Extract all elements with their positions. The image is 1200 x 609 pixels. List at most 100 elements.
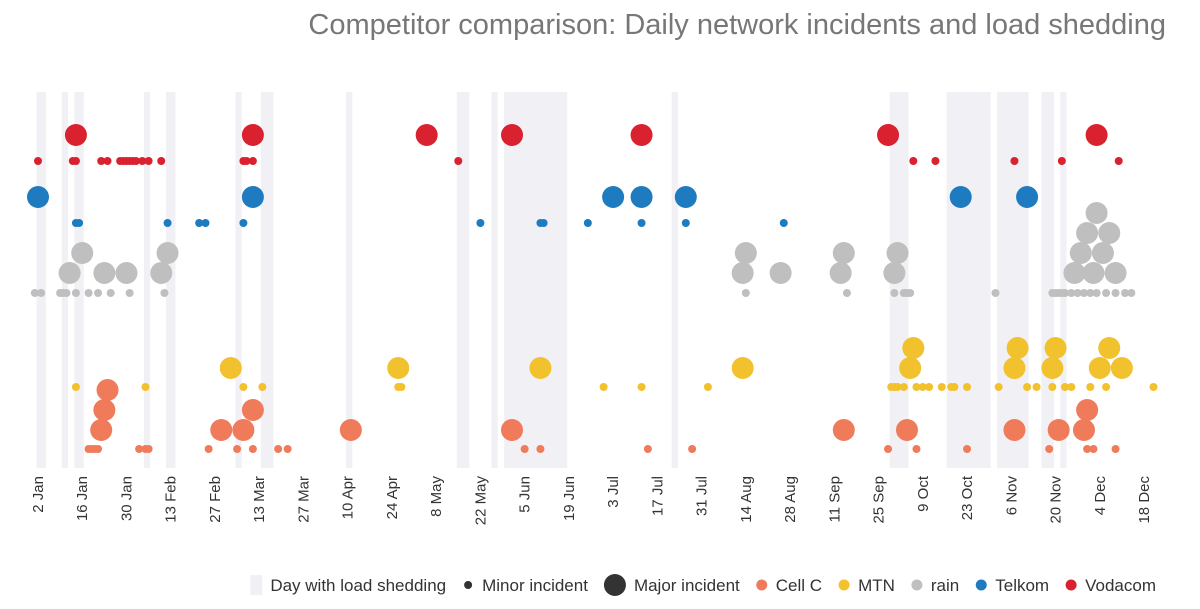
load-shedding-band bbox=[1041, 92, 1054, 468]
cell-c-major-point bbox=[1072, 419, 1095, 441]
rain-minor-point bbox=[1127, 289, 1136, 297]
mtn-major-point bbox=[219, 357, 242, 379]
vodacom-major-point bbox=[501, 124, 523, 146]
telkom-minor-point bbox=[239, 219, 248, 227]
vodacom-minor-point bbox=[1114, 157, 1123, 165]
cell-c-minor-point bbox=[912, 445, 921, 453]
x-tick-label: 25 Sep bbox=[871, 476, 888, 524]
mtn-minor-point bbox=[899, 383, 908, 391]
telkom-major-point bbox=[241, 186, 264, 208]
mtn-minor-point bbox=[1023, 383, 1032, 391]
telkom-minor-point bbox=[476, 219, 485, 227]
vodacom-minor-point bbox=[131, 157, 140, 165]
mtn-major-point bbox=[1088, 357, 1111, 379]
cell-c-major-point bbox=[241, 399, 264, 421]
telkom-minor-point bbox=[163, 219, 172, 227]
cell-c-minor-point bbox=[520, 445, 529, 453]
rain-minor-point bbox=[741, 289, 750, 297]
mtn-major-point bbox=[387, 357, 410, 379]
cell-c-minor-point bbox=[204, 445, 213, 453]
rain-major-point bbox=[1085, 202, 1108, 224]
rain-major-point bbox=[93, 262, 116, 284]
cell-c-minor-point bbox=[1045, 445, 1054, 453]
rain-minor-point bbox=[1102, 289, 1111, 297]
mtn-minor-point bbox=[1086, 383, 1095, 391]
x-tick-label: 3 Jul bbox=[605, 476, 622, 508]
mtn-major-point bbox=[1098, 337, 1121, 359]
load-shedding-band bbox=[36, 92, 46, 468]
cell-c-major-point bbox=[896, 419, 918, 441]
rain-major-point bbox=[71, 242, 94, 264]
x-tick-label: 8 May bbox=[428, 476, 445, 517]
telkom-major-point bbox=[674, 186, 697, 208]
mtn-minor-point bbox=[1149, 383, 1158, 391]
cell-c-major-point bbox=[96, 379, 119, 401]
mtn-minor-point bbox=[637, 383, 646, 391]
x-tick-label: 18 Dec bbox=[1136, 476, 1153, 524]
cell-c-major-point bbox=[232, 419, 255, 441]
x-axis: 2 Jan 16 Jan 30 Jan 13 Feb 27 Feb 13 Mar 27 Ma… bbox=[30, 475, 1153, 525]
cell-c-minor-point bbox=[135, 445, 144, 453]
legend-label: Telkom bbox=[995, 576, 1049, 595]
mtn-minor-point bbox=[950, 383, 959, 391]
rain-minor-point bbox=[84, 289, 93, 297]
x-tick-label: 13 Feb bbox=[163, 476, 180, 523]
mtn-major-point bbox=[1006, 337, 1029, 359]
cell-c-minor-point bbox=[144, 445, 153, 453]
load-shedding-band bbox=[946, 92, 991, 468]
legend-series-swatch bbox=[756, 579, 768, 591]
mtn-major-point bbox=[731, 357, 754, 379]
rain-major-point bbox=[1091, 242, 1114, 264]
vodacom-major-point bbox=[1085, 124, 1108, 146]
vodacom-minor-point bbox=[909, 157, 918, 165]
telkom-minor-point bbox=[539, 219, 548, 227]
rain-minor-point bbox=[1079, 289, 1088, 297]
vodacom-minor-point bbox=[138, 157, 147, 165]
x-tick-label: 4 Dec bbox=[1092, 476, 1109, 516]
load-shedding-band bbox=[260, 92, 274, 468]
mtn-minor-point bbox=[1032, 383, 1041, 391]
mtn-minor-point bbox=[963, 383, 972, 391]
rain-minor-point bbox=[1086, 289, 1095, 297]
cell-c-minor-point bbox=[643, 445, 652, 453]
telkom-minor-point bbox=[637, 219, 646, 227]
cell-c-major-point bbox=[1047, 419, 1070, 441]
rain-minor-point bbox=[37, 289, 46, 297]
load-shedding-band bbox=[346, 92, 353, 468]
load-shedding-band bbox=[456, 92, 470, 468]
rain-major-point bbox=[883, 262, 906, 284]
legend-minor-swatch bbox=[464, 581, 473, 589]
mtn-minor-point bbox=[918, 383, 927, 391]
mtn-minor-point bbox=[239, 383, 248, 391]
vodacom-minor-point bbox=[242, 157, 251, 165]
x-tick-label: 11 Sep bbox=[826, 476, 843, 522]
rain-minor-point bbox=[1067, 289, 1076, 297]
telkom-minor-point bbox=[779, 219, 788, 227]
x-tick-label: 13 Mar bbox=[251, 476, 268, 523]
cell-c-minor-point bbox=[963, 445, 972, 453]
vodacom-minor-point bbox=[157, 157, 166, 165]
telkom-minor-point bbox=[75, 219, 84, 227]
rain-major-point bbox=[1098, 222, 1121, 244]
x-tick-label: 6 Nov bbox=[1003, 476, 1020, 516]
vodacom-major-point bbox=[64, 124, 87, 146]
mtn-minor-point bbox=[1102, 383, 1111, 391]
vodacom-minor-point bbox=[931, 157, 940, 165]
x-tick-label: 19 Jun bbox=[561, 476, 578, 521]
x-tick-label: 23 Oct bbox=[959, 475, 976, 520]
rain-major-point bbox=[1069, 242, 1092, 264]
telkom-minor-point bbox=[195, 219, 204, 227]
vodacom-minor-point bbox=[248, 157, 257, 165]
vodacom-minor-point bbox=[103, 157, 112, 165]
rain-minor-point bbox=[1121, 289, 1130, 297]
cell-c-major-point bbox=[1076, 399, 1099, 421]
rain-major-point bbox=[731, 262, 754, 284]
legend-label: rain bbox=[931, 576, 959, 595]
telkom-minor-point bbox=[681, 219, 690, 227]
mtn-minor-point bbox=[397, 383, 406, 391]
x-tick-label: 22 May bbox=[472, 476, 489, 526]
vodacom-major-point bbox=[241, 124, 264, 146]
legend-series-swatch bbox=[1065, 579, 1077, 591]
rain-major-point bbox=[115, 262, 138, 284]
